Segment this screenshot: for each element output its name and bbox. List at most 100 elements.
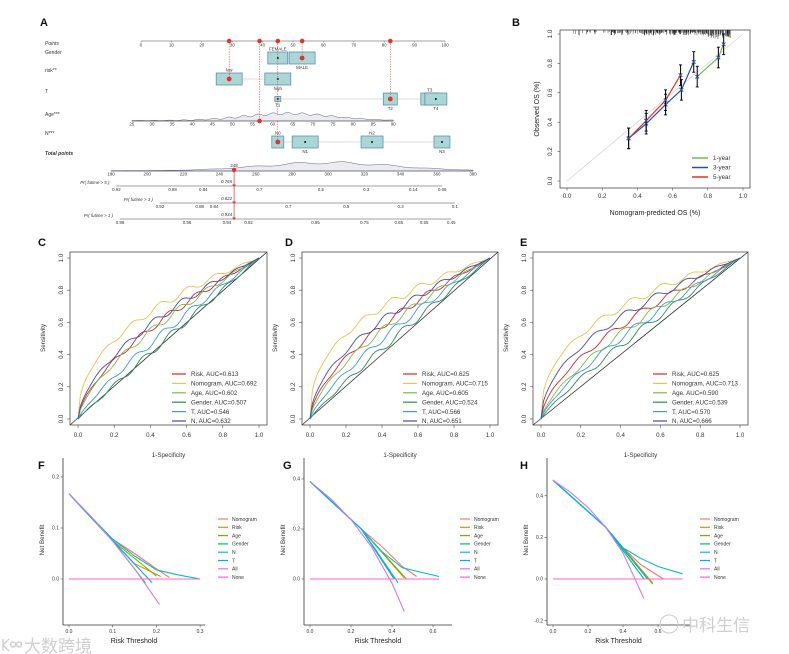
prediction-tick-label: 0.45 — [447, 220, 456, 225]
total-points-label: Total points — [45, 151, 73, 157]
prediction-marker — [232, 184, 237, 187]
variable-row-2: T T1 T2 T3 T4 — [45, 88, 448, 111]
legend-label: T — [232, 558, 235, 564]
variable-label: N*** — [45, 131, 55, 137]
net-benefit-curve-all — [68, 493, 160, 605]
plot-frame — [301, 251, 499, 426]
legend-label: Age, AUC=0.590 — [672, 390, 719, 397]
plot-frame — [69, 251, 268, 426]
x-tick-label: 0.6 — [414, 432, 423, 439]
age-tick-label: 30 — [150, 122, 155, 127]
age-tick-label: 85 — [371, 122, 376, 127]
calibration-line-5-year — [628, 74, 682, 139]
x-axis-title: Risk Threshold — [595, 638, 642, 645]
x-tick-label: 0.6 — [668, 193, 677, 200]
wechat-icon — [659, 614, 679, 634]
age-tick-label: 40 — [190, 122, 195, 127]
level-label: T3 — [427, 88, 433, 93]
x-tick-label: 0.3 — [197, 629, 204, 635]
y-axis-title: Sensitivity — [503, 323, 510, 352]
prediction-value: 0.934 — [221, 212, 233, 217]
points-marker — [257, 38, 262, 44]
dca-panel-g: 0.0 0.2 0.4 0.6 0.0 0.2 0.4 Risk Threshold Net B… — [280, 458, 499, 645]
x-axis-title: 1-Specificity — [624, 452, 658, 459]
y-tick-label: 0.2 — [293, 527, 300, 533]
reference-diagonal — [69, 251, 268, 426]
total-tick-label: 200 — [144, 172, 152, 177]
prediction-tick-label: 0.84 — [199, 187, 208, 192]
x-tick-label: 1.0 — [255, 432, 264, 439]
net-benefit-curve-all — [552, 479, 645, 599]
prediction-value: 0.822 — [221, 196, 233, 201]
prediction-tick-label: 0.96 — [183, 220, 192, 225]
prediction-tick-label: 0.92 — [112, 187, 121, 192]
y-tick-label: 0.8 — [58, 285, 65, 294]
x-tick-label: 0.6 — [655, 629, 662, 635]
x-tick-label: 0.2 — [598, 193, 607, 200]
reference-diagonal — [566, 33, 744, 182]
x-tick-label: 0.4 — [616, 432, 625, 439]
level-label: T1 — [275, 103, 281, 108]
calibration-line-1-year — [696, 44, 725, 78]
x-tick-label: 0.2 — [576, 432, 585, 439]
legend-label: 5-year — [713, 174, 731, 181]
calibration-point-marker — [678, 72, 683, 78]
age-tick-label: 75 — [331, 122, 336, 127]
total-tick-label: 340 — [397, 172, 405, 177]
prediction-tick-label: 0.06 — [438, 187, 447, 192]
legend-label: None — [474, 575, 486, 581]
total-tick-label: 280 — [288, 172, 296, 177]
legend-label: Age, AUC=0.605 — [422, 390, 469, 397]
nomogram-panel: Points 0 10 20 30 40 50 60 70 80 90 100 GenderFEMALE… — [45, 38, 477, 225]
y-tick-label: -0.2 — [534, 618, 543, 624]
legend-label: T — [714, 558, 717, 564]
roc-curve-4 — [309, 257, 491, 420]
panel-label-h: H — [520, 460, 528, 472]
x-tick-label: 0.4 — [146, 432, 155, 439]
net-benefit-curve-gender — [68, 493, 146, 584]
watermark-left: 大数跨境 — [24, 637, 92, 654]
level-dot — [304, 141, 307, 143]
y-axis-title: Net Benefit — [523, 524, 530, 555]
points-tick-label: 10 — [169, 43, 174, 48]
y-tick-label: 1.0 — [521, 253, 528, 262]
age-tick-label: 25 — [129, 122, 134, 127]
panel-label-c: C — [38, 237, 46, 249]
legend-label: Risk, AUC=0.613 — [191, 371, 239, 378]
x-tick-label: 1.0 — [739, 193, 748, 200]
x-tick-label: 0.2 — [585, 629, 592, 635]
calibration-point-marker — [663, 97, 668, 103]
x-tick-label: 0.8 — [450, 432, 459, 439]
prediction-tick-label: 0.7 — [285, 204, 292, 209]
y-tick-label: 0.4 — [547, 117, 554, 126]
legend-label: Nomogram — [474, 517, 499, 523]
legend-label: Gender, AUC=0.524 — [422, 399, 478, 406]
level-label: N2 — [369, 131, 375, 136]
prediction-tick-label: 0.65 — [395, 220, 404, 225]
plot-frame — [532, 251, 749, 426]
x-axis-title: 1-Specificity — [152, 452, 186, 459]
y-tick-label: 0.4 — [290, 350, 297, 359]
x-axis-title: Risk Threshold — [355, 638, 402, 645]
legend-label: Gender, AUC=0.507 — [191, 399, 247, 406]
level-label: T2 — [388, 106, 394, 111]
prediction-tick-label: 0.88 — [168, 187, 177, 192]
legend-label: All — [474, 567, 480, 573]
total-density — [110, 161, 474, 172]
y-tick-label: 0.4 — [536, 494, 543, 500]
x-tick-label: 0.0 — [306, 432, 315, 439]
total-tick-label: 180 — [107, 172, 115, 177]
total-tick-label: 260 — [252, 172, 260, 177]
legend-label: Gender — [474, 542, 491, 548]
y-tick-label: 0.8 — [521, 285, 528, 294]
prediction-tick-label: 0.7 — [256, 187, 263, 192]
legend-label: Risk — [714, 525, 724, 531]
prediction-tick-label: 0.3 — [363, 187, 370, 192]
y-tick-label: 0.8 — [290, 285, 297, 294]
y-tick-label: 0.6 — [58, 318, 65, 327]
prediction-row-0: Pr( futime > 5 )0.92 0.88 0.84 0.7 0.5 0.3 0.1… — [80, 179, 447, 192]
variable-label: risk** — [45, 68, 57, 74]
x-tick-label: 0.0 — [74, 432, 83, 439]
watermark-logo-icon — [2, 638, 23, 652]
